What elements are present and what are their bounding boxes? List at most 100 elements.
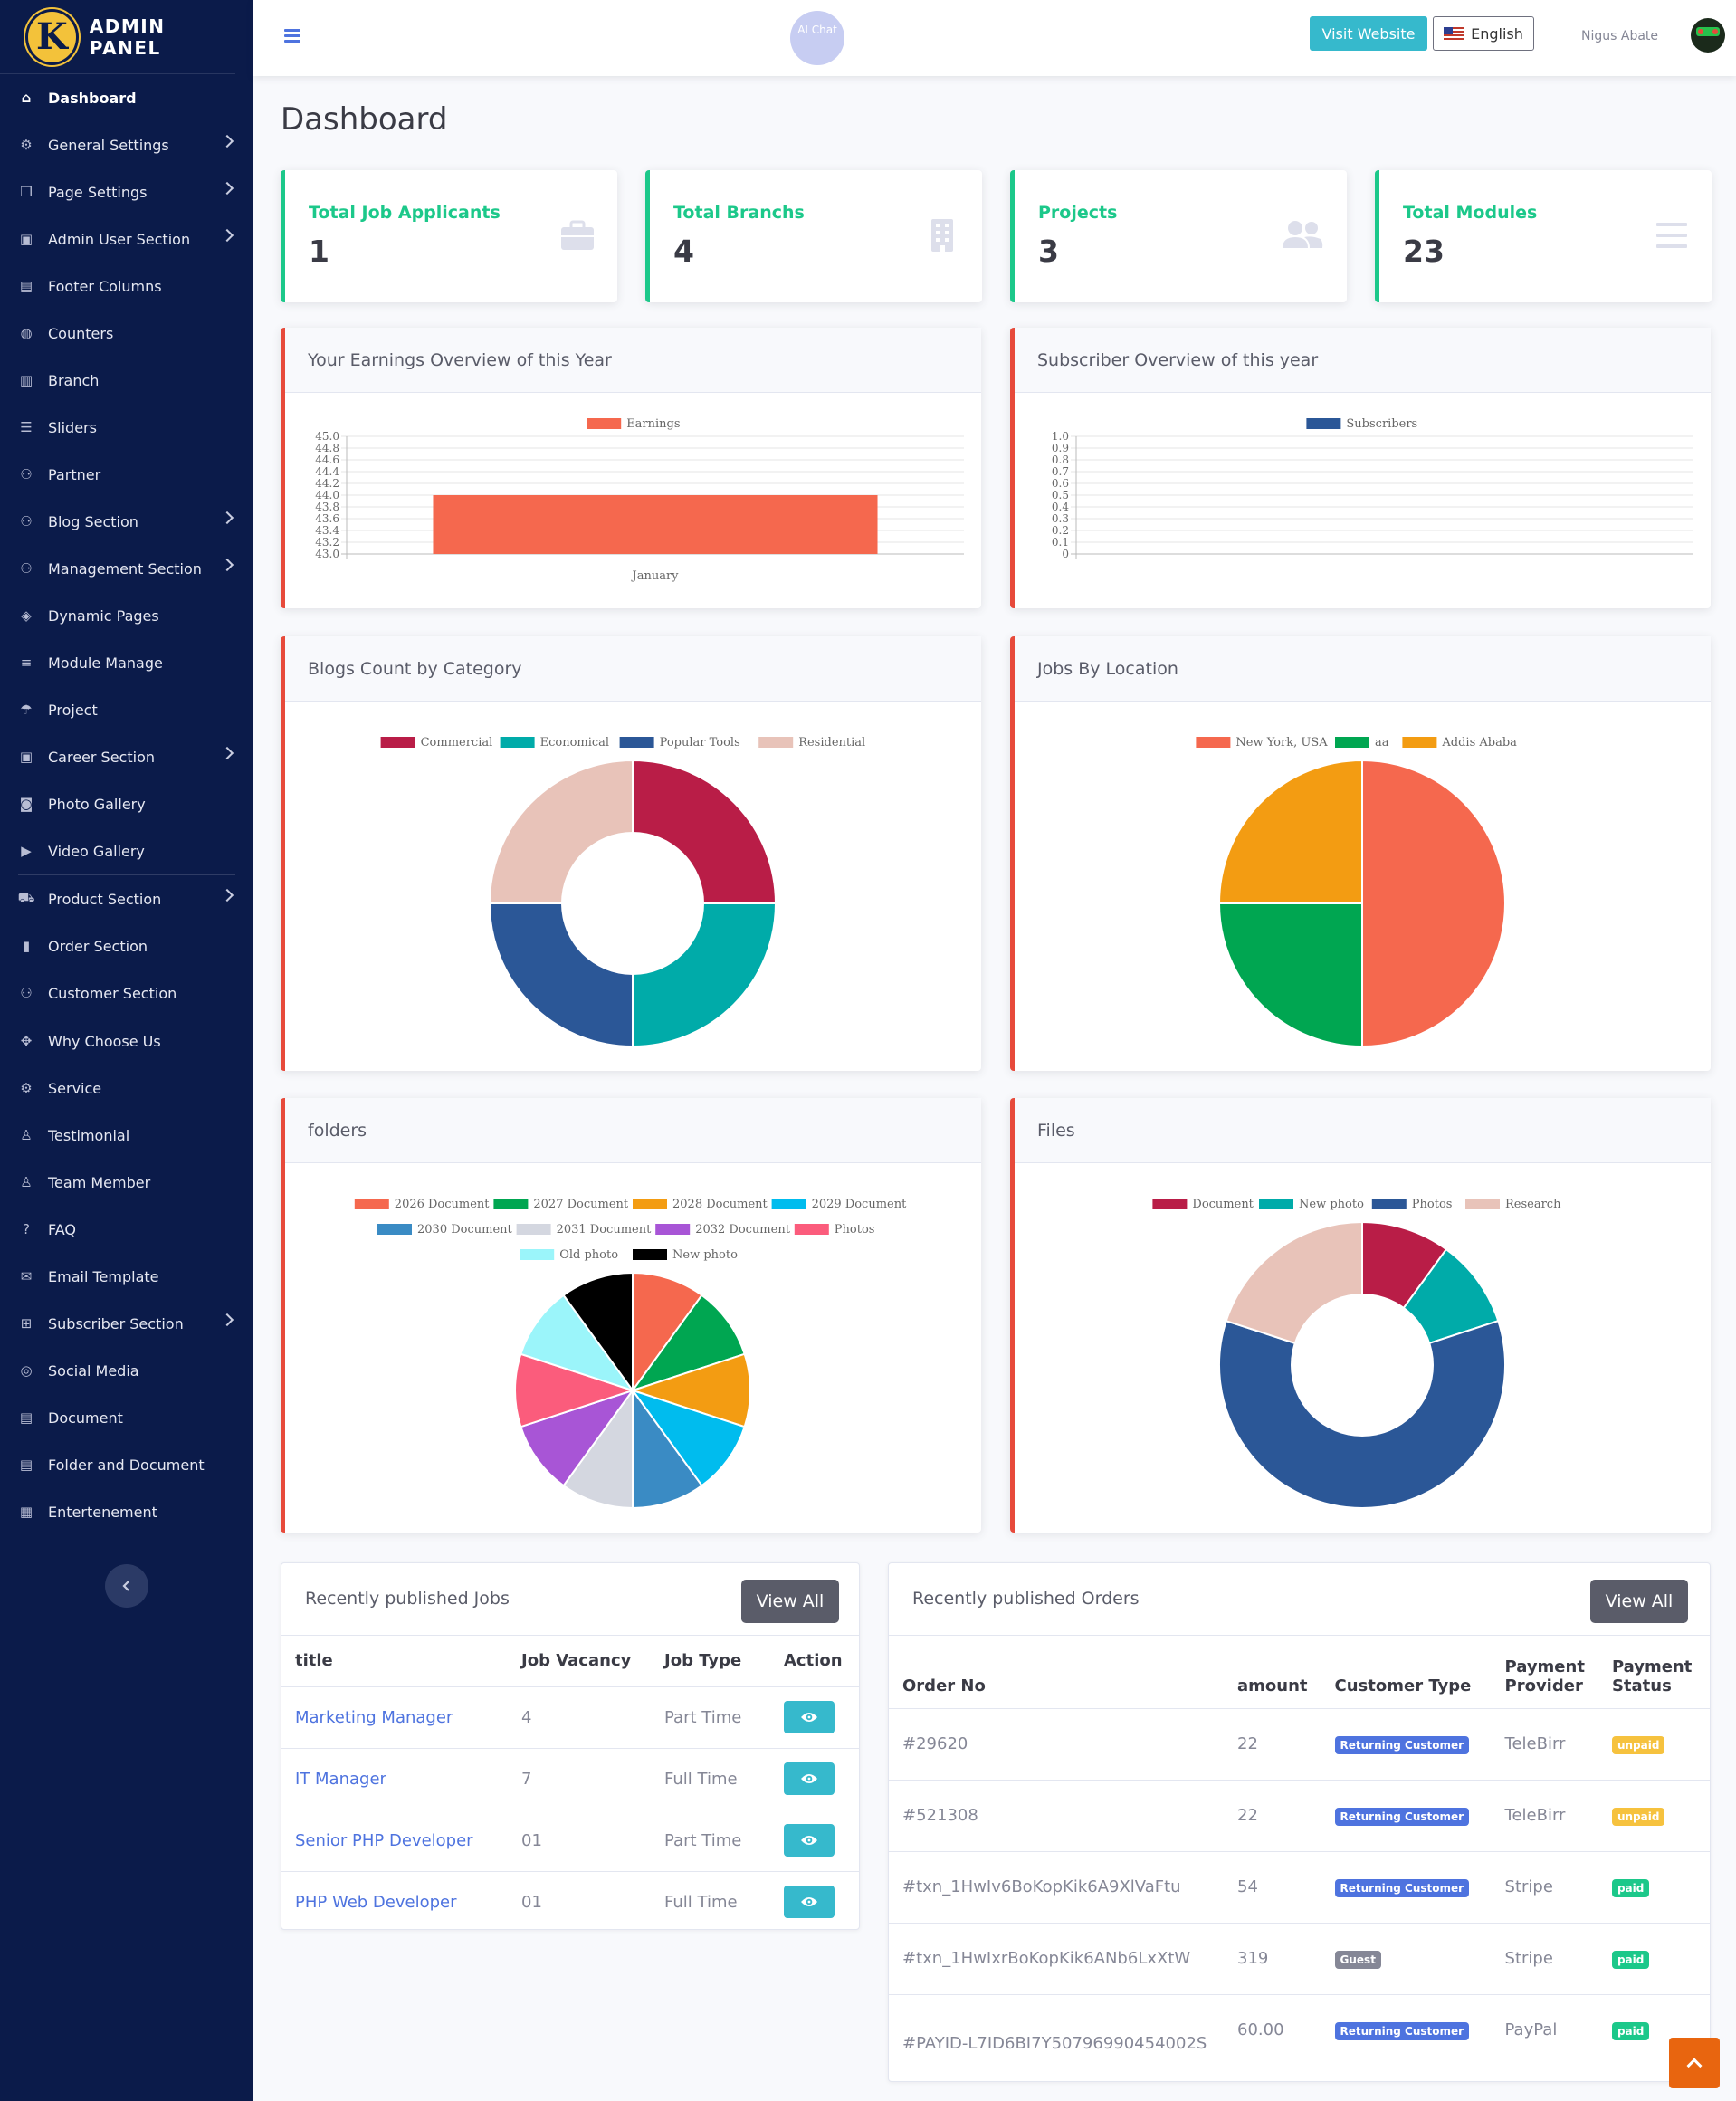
legend-label: Photos (835, 1223, 875, 1237)
sidebar-item-dynamic-pages[interactable]: ◈ Dynamic Pages (0, 592, 253, 639)
sidebar-item-faq[interactable]: ? FAQ (0, 1206, 253, 1253)
jobs-view-all-button[interactable]: View All (741, 1580, 839, 1623)
stat-value: 23 (1403, 234, 1445, 269)
column-header: Payment Provider (1504, 1657, 1585, 1695)
files-card: Files Document New photo Photos Research (1010, 1098, 1711, 1533)
column-header: Action (784, 1651, 843, 1671)
job-title-link[interactable]: Senior PHP Developer (295, 1830, 473, 1850)
sidebar-item-product-section[interactable]: ⛟ Product Section (0, 875, 253, 922)
sidebar-item-sliders[interactable]: ☰ Sliders (0, 404, 253, 451)
jobs-card-title: Recently published Jobs (305, 1589, 510, 1609)
eye-icon (801, 1774, 817, 1783)
sidebar-item-page-settings[interactable]: ❐ Page Settings (0, 168, 253, 215)
sidebar-toggle-button[interactable] (105, 1564, 148, 1608)
sidebar-item-testimonial[interactable]: ♙ Testimonial (0, 1112, 253, 1159)
sidebar-item-customer-section[interactable]: ⚇ Customer Section (0, 969, 253, 1017)
legend-label: Earnings (626, 417, 680, 431)
legend-label: Research (1505, 1198, 1561, 1211)
sidebar-item-why-choose-us[interactable]: ✥ Why Choose Us (0, 1017, 253, 1065)
sidebar-item-footer-columns[interactable]: ▤ Footer Columns (0, 263, 253, 310)
job-title-link[interactable]: IT Manager (295, 1769, 386, 1789)
menu-toggle-icon[interactable] (284, 29, 300, 45)
orders-card: Recently published Orders View All Order… (888, 1562, 1711, 2082)
sidebar: K ADMIN PANEL ⌂ Dashboard ⚙ General Setting… (0, 0, 253, 2101)
bars-icon: ≡ (20, 654, 33, 671)
view-job-button[interactable] (784, 1886, 835, 1919)
jobs-location-card: Jobs By Location New York, USA aa Addis Ab… (1010, 636, 1711, 1071)
sidebar-item-general-settings[interactable]: ⚙ General Settings (0, 121, 253, 168)
y-tick-label: 0.8 (1052, 454, 1069, 466)
legend-swatch (1152, 1199, 1188, 1209)
y-tick-label: 44.0 (315, 489, 339, 501)
legend-swatch (655, 1224, 691, 1235)
user-name[interactable]: Nigus Abate (1581, 29, 1659, 43)
view-job-button[interactable] (784, 1701, 835, 1733)
ai-chat-button[interactable]: AI Chat (790, 11, 844, 65)
pie-slice (1217, 759, 1363, 904)
stat-card-modules: Total Modules 23 (1375, 170, 1712, 302)
sidebar-item-module-manage[interactable]: ≡ Module Manage (0, 639, 253, 686)
sidebar-item-entertenement[interactable]: ▦ Entertenement (0, 1488, 253, 1535)
sidebar-item-social-media[interactable]: ◎ Social Media (0, 1347, 253, 1394)
sidebar-item-label: Dashboard (48, 89, 137, 107)
sidebar-item-label: Module Manage (48, 654, 163, 672)
order-amount: 22 (1224, 1707, 1321, 1780)
sidebar-item-blog-section[interactable]: ⚇ Blog Section (0, 498, 253, 545)
legend-label: Commercial (421, 736, 493, 750)
table-row: PHP Web Developer 01 Full Time (281, 1870, 859, 1933)
legend-label: aa (1375, 736, 1389, 750)
job-title-link[interactable]: PHP Web Developer (295, 1892, 457, 1912)
sidebar-item-career-section[interactable]: ▣ Career Section (0, 733, 253, 780)
legend-swatch (1335, 737, 1369, 748)
sidebar-item-management-section[interactable]: ⚇ Management Section (0, 545, 253, 592)
jobs-table: title Job Vacancy Job Type Action Market… (281, 1636, 859, 1933)
card-header: folders (285, 1098, 981, 1163)
gear-icon: ⚙ (20, 137, 33, 153)
job-type: Part Time (651, 1809, 770, 1871)
folders-card: folders 2026 Document 2027 Document 2028 D… (281, 1098, 981, 1533)
sidebar-item-label: Video Gallery (48, 842, 145, 860)
orders-view-all-button[interactable]: View All (1590, 1580, 1688, 1623)
job-title-link[interactable]: Marketing Manager (295, 1707, 453, 1727)
sidebar-item-partner[interactable]: ⚇ Partner (0, 451, 253, 498)
jobs-card-header: Recently published Jobs View All (281, 1563, 859, 1636)
globe-icon: ◍ (20, 325, 33, 341)
job-vacancy: 01 (508, 1870, 651, 1933)
sidebar-item-project[interactable]: ☂ Project (0, 686, 253, 733)
customer-type-badge: Guest (1334, 1950, 1381, 1969)
topbar: AI Chat Visit Website English Nigus Abat… (253, 0, 1736, 76)
legend-label: Popular Tools (660, 736, 740, 750)
users-icon (1283, 221, 1323, 248)
sidebar-item-email-template[interactable]: ✉ Email Template (0, 1253, 253, 1300)
sidebar-item-branch[interactable]: ▥ Branch (0, 357, 253, 404)
sidebar-item-photo-gallery[interactable]: ◙ Photo Gallery (0, 780, 253, 827)
sidebar-item-order-section[interactable]: ▮ Order Section (0, 922, 253, 969)
stat-card-job-applicants: Total Job Applicants 1 (281, 170, 617, 302)
column-header: Job Type (664, 1651, 742, 1671)
sidebar-item-dashboard[interactable]: ⌂ Dashboard (0, 74, 253, 121)
y-tick-label: 44.8 (315, 442, 339, 454)
sidebar-item-folder-and-document[interactable]: ▤ Folder and Document (0, 1441, 253, 1488)
view-job-button[interactable] (784, 1824, 835, 1857)
orders-card-title: Recently published Orders (912, 1589, 1140, 1609)
sidebar-item-document[interactable]: ▤ Document (0, 1394, 253, 1441)
payment-provider: TeleBirr (1491, 1779, 1598, 1851)
legend-swatch (380, 737, 415, 748)
sidebar-item-service[interactable]: ⚙ Service (0, 1065, 253, 1112)
sidebar-item-counters[interactable]: ◍ Counters (0, 310, 253, 357)
language-selector[interactable]: English (1433, 16, 1534, 51)
stat-value: 1 (309, 234, 329, 269)
sidebar-item-team-member[interactable]: ♙ Team Member (0, 1159, 253, 1206)
order-amount: 22 (1224, 1779, 1321, 1851)
avatar[interactable] (1691, 18, 1725, 53)
scroll-to-top-button[interactable] (1669, 2038, 1720, 2088)
legend-swatch (516, 1224, 551, 1235)
stat-label: Total Branchs (673, 203, 805, 223)
visit-website-button[interactable]: Visit Website (1310, 16, 1427, 51)
sidebar-item-video-gallery[interactable]: ▶ Video Gallery (0, 827, 253, 874)
sidebar-item-admin-user-section[interactable]: ▣ Admin User Section (0, 215, 253, 263)
view-job-button[interactable] (784, 1762, 835, 1795)
sidebar-item-subscriber-section[interactable]: ⊞ Subscriber Section (0, 1300, 253, 1347)
brand[interactable]: K ADMIN PANEL (0, 0, 235, 74)
sidebar-item-label: FAQ (48, 1220, 76, 1238)
